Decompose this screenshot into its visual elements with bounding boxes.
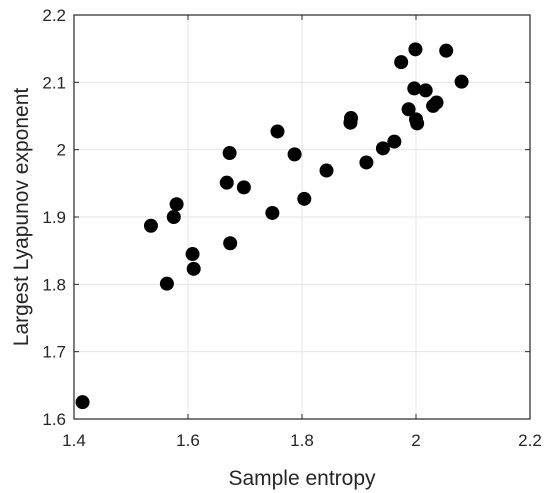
data-point [439, 43, 454, 58]
axis-ticks: 1.4 1.6 1.8 2 2.2 1.6 1.7 1.8 1.9 2 2.1 2.2 [42, 6, 541, 450]
data-point [359, 155, 374, 170]
x-tick-label: 1.6 [176, 431, 200, 450]
data-point [236, 180, 251, 195]
data-point [270, 124, 285, 139]
y-tick-label: 1.7 [42, 343, 66, 362]
data-point [454, 74, 469, 89]
data-point [429, 95, 444, 110]
y-tick-label: 1.8 [42, 275, 66, 294]
data-point [143, 218, 158, 233]
x-tick-label: 2 [411, 431, 420, 450]
y-tick-label: 2.1 [42, 73, 66, 92]
data-point [265, 205, 280, 220]
y-tick-label: 1.6 [42, 410, 66, 429]
data-point [185, 247, 200, 262]
data-point [297, 191, 312, 206]
y-axis-label: Largest Lyapunov exponent [10, 88, 33, 347]
data-point [319, 163, 334, 178]
data-point [375, 141, 390, 156]
data-point [418, 83, 433, 98]
data-point [223, 236, 238, 251]
data-point [222, 146, 237, 161]
data-point [344, 111, 359, 126]
y-tick-label: 2 [57, 141, 66, 160]
x-tick-label: 1.4 [62, 431, 86, 450]
data-point [166, 210, 181, 224]
data-point [287, 147, 302, 162]
x-axis-label: Sample entropy [228, 467, 376, 490]
data-point [410, 116, 425, 131]
x-tick-label: 1.8 [290, 431, 314, 450]
data-point [387, 134, 402, 149]
data-point [75, 395, 90, 410]
y-tick-label: 1.9 [42, 208, 66, 227]
y-tick-label: 2.2 [42, 6, 66, 25]
data-point [401, 102, 416, 117]
data-points [75, 42, 469, 410]
data-point [159, 276, 174, 291]
data-point [169, 197, 184, 212]
data-point [394, 55, 409, 70]
data-point [408, 42, 423, 57]
data-point [219, 175, 234, 190]
data-point [407, 81, 422, 96]
data-point [186, 261, 201, 276]
x-tick-label: 2.2 [518, 431, 542, 450]
